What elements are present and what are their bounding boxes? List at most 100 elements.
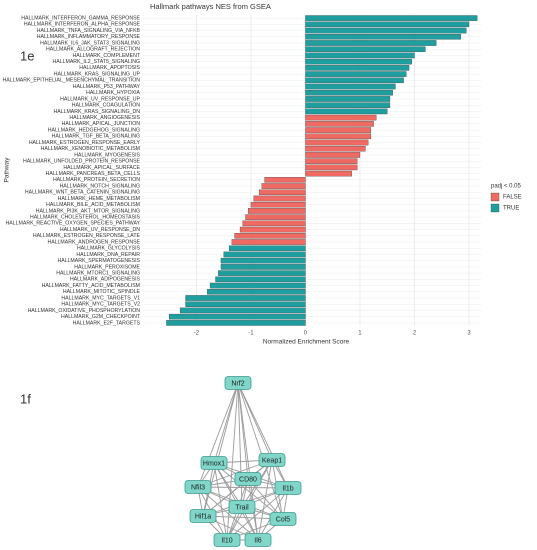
node-label: Col5	[276, 516, 291, 523]
node	[213, 533, 241, 547]
edge	[197, 486, 259, 541]
bar	[305, 27, 467, 34]
y-tick-label: HALLMARK_TNFA_SIGNALING_VIA_NFKB	[37, 28, 141, 34]
y-tick-label: HALLMARK_G2M_CHECKPOINT	[61, 314, 141, 320]
bar	[185, 301, 306, 307]
node	[189, 509, 217, 523]
bar	[220, 257, 306, 264]
node-label: Keap1	[262, 457, 282, 464]
bar	[228, 245, 306, 252]
bar	[305, 40, 437, 46]
bar	[305, 102, 391, 108]
legend-title: padj < 0.05	[491, 184, 522, 190]
node-label: Hif1a	[195, 513, 211, 520]
edge	[237, 382, 243, 508]
y-tick-label: HALLMARK_MTORC1_SIGNALING	[56, 271, 140, 277]
node-label: CD80	[239, 476, 257, 483]
y-tick-label: HALLMARK_NOTCH_SIGNALING	[60, 183, 140, 189]
edge	[237, 382, 284, 520]
bar	[264, 177, 306, 183]
x-tick-label: -2	[194, 331, 200, 337]
bar	[305, 52, 415, 59]
y-tick-label: HALLMARK_FATTY_ACID_METABOLISM	[42, 283, 140, 289]
edge	[213, 462, 284, 520]
y-tick-label: HALLMARK_EPITHELIAL_MESENCHYMAL_TRANSITI…	[2, 78, 140, 84]
y-tick-label: HALLMARK_PROTEIN_SECRETION	[53, 177, 140, 183]
y-tick-label: HALLMARK_APICAL_JUNCTION	[62, 121, 141, 127]
node	[224, 376, 252, 390]
bar	[305, 46, 426, 52]
bar	[305, 152, 361, 158]
y-tick-label: HALLMARK_INFLAMMATORY_RESPONSE	[37, 34, 141, 40]
y-tick-label: HALLMARK_REACTIVE_OXYGEN_SPECIES_PATHWAY	[6, 221, 141, 227]
bar	[223, 251, 306, 258]
bar	[305, 164, 358, 171]
x-tick-label: 3	[467, 331, 471, 337]
y-tick-label: HALLMARK_IL6_JAK_STAT3_SIGNALING	[40, 40, 140, 46]
y-tick-label: HALLMARK_MYC_TARGETS_V1	[61, 295, 140, 301]
y-tick-label: HALLMARK_GLYCOLYSIS	[77, 246, 140, 252]
y-tick-label: HALLMARK_APICAL_SURFACE	[63, 165, 140, 171]
edge	[257, 459, 273, 541]
bar	[245, 214, 306, 220]
y-axis-title: Pathway	[4, 157, 11, 183]
bar	[215, 276, 306, 283]
y-tick-label: HALLMARK_INTERFERON_ALPHA_RESPONSE	[24, 22, 141, 28]
y-tick-label: HALLMARK_PEROXISOME	[74, 264, 140, 270]
bar	[305, 77, 404, 84]
x-axis-title: Normalized Enrichment Score	[263, 339, 350, 346]
y-tick-label: HALLMARK_E2F_TARGETS	[73, 320, 141, 326]
bar	[220, 264, 306, 270]
y-tick-label: HALLMARK_ANGIOGENESIS	[69, 115, 140, 121]
bar	[218, 270, 306, 276]
y-tick-label: HALLMARK_KRAS_SIGNALING_DN	[54, 109, 141, 115]
y-tick-label: HALLMARK_HEME_METABOLISM	[58, 196, 140, 202]
bar	[305, 108, 388, 115]
y-tick-label: HALLMARK_ESTROGEN_RESPONSE_EARLY	[29, 140, 141, 146]
bar	[242, 220, 306, 227]
y-tick-label: HALLMARK_COAGULATION	[72, 103, 140, 109]
y-tick-label: HALLMARK_PI3K_AKT_MTOR_SIGNALING	[36, 208, 140, 214]
bar	[305, 15, 478, 21]
y-tick-label: HALLMARK_MITOTIC_SPINDLE	[63, 289, 141, 295]
node-label: Nfil3	[191, 484, 205, 491]
node-label: Il10	[221, 537, 232, 544]
node	[200, 456, 228, 470]
y-tick-label: HALLMARK_INTERFERON_GAMMA_RESPONSE	[21, 15, 140, 21]
y-tick-label: HALLMARK_APOPTOSIS	[79, 65, 140, 71]
node	[234, 472, 262, 486]
y-tick-label: HALLMARK_CHOLESTEROL_HOMEOSTASIS	[30, 215, 141, 221]
node-label: Il6	[254, 537, 262, 544]
bar	[166, 320, 306, 326]
bar	[231, 239, 306, 245]
y-tick-label: HALLMARK_MYOGENESIS	[74, 152, 140, 158]
bar	[179, 307, 306, 314]
y-tick-label: HALLMARK_UV_RESPONSE_UP	[60, 96, 140, 102]
bar	[305, 121, 374, 127]
bar	[239, 226, 306, 233]
y-tick-label: HALLMARK_UNFOLDED_PROTEIN_RESPONSE	[23, 159, 141, 165]
y-tick-label: HALLMARK_DNA_REPAIR	[76, 252, 140, 258]
bar	[253, 195, 306, 202]
y-tick-label: HALLMARK_XENOBIOTIC_METABOLISM	[41, 146, 140, 152]
edge	[226, 459, 273, 541]
y-tick-label: HALLMARK_ESTROGEN_RESPONSE_LATE	[33, 233, 141, 239]
node	[269, 512, 297, 526]
node	[258, 453, 286, 467]
bar	[305, 127, 372, 133]
y-tick-label: HALLMARK_P53_PATHWAY	[73, 84, 141, 90]
y-tick-label: HALLMARK_TGF_BETA_SIGNALING	[52, 134, 140, 140]
bar	[305, 58, 412, 65]
x-tick-label: 0	[304, 331, 308, 337]
bar	[209, 282, 306, 289]
y-tick-label: HALLMARK_KRAS_SIGNALING_UP	[54, 71, 141, 77]
node	[244, 533, 272, 547]
legend-label: TRUE	[503, 206, 519, 212]
bar	[305, 89, 393, 96]
bar	[185, 295, 306, 301]
bar	[234, 233, 306, 239]
bar	[169, 313, 306, 320]
bar	[305, 71, 407, 77]
y-tick-label: HALLMARK_HEDGEHOG_SIGNALING	[48, 127, 140, 133]
